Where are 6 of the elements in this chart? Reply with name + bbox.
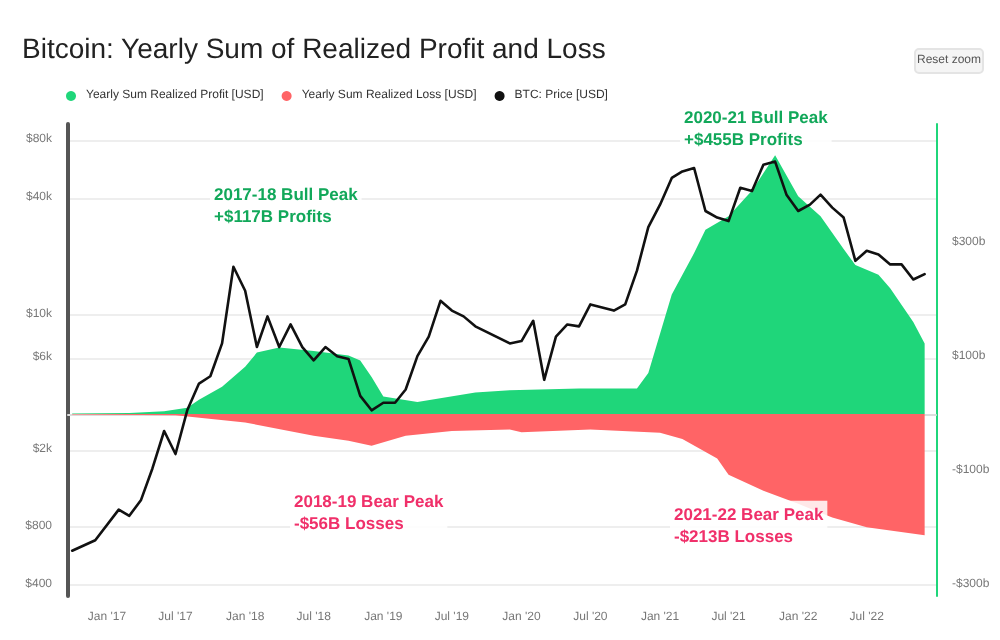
line-series <box>70 160 926 553</box>
annotation: 2017-18 Bull Peak +$117B Profits <box>214 183 359 226</box>
annotation: 2021-22 Bear Peak -$213B Losses <box>674 503 824 546</box>
chart-title: Bitcoin: Yearly Sum of Realized Profit and Loss <box>22 32 606 64</box>
annotation: 2020-21 Bull Peak +$455B Profits <box>684 107 829 149</box>
annotation: 2018-19 Bear Peak -$56B Losses <box>294 491 444 533</box>
